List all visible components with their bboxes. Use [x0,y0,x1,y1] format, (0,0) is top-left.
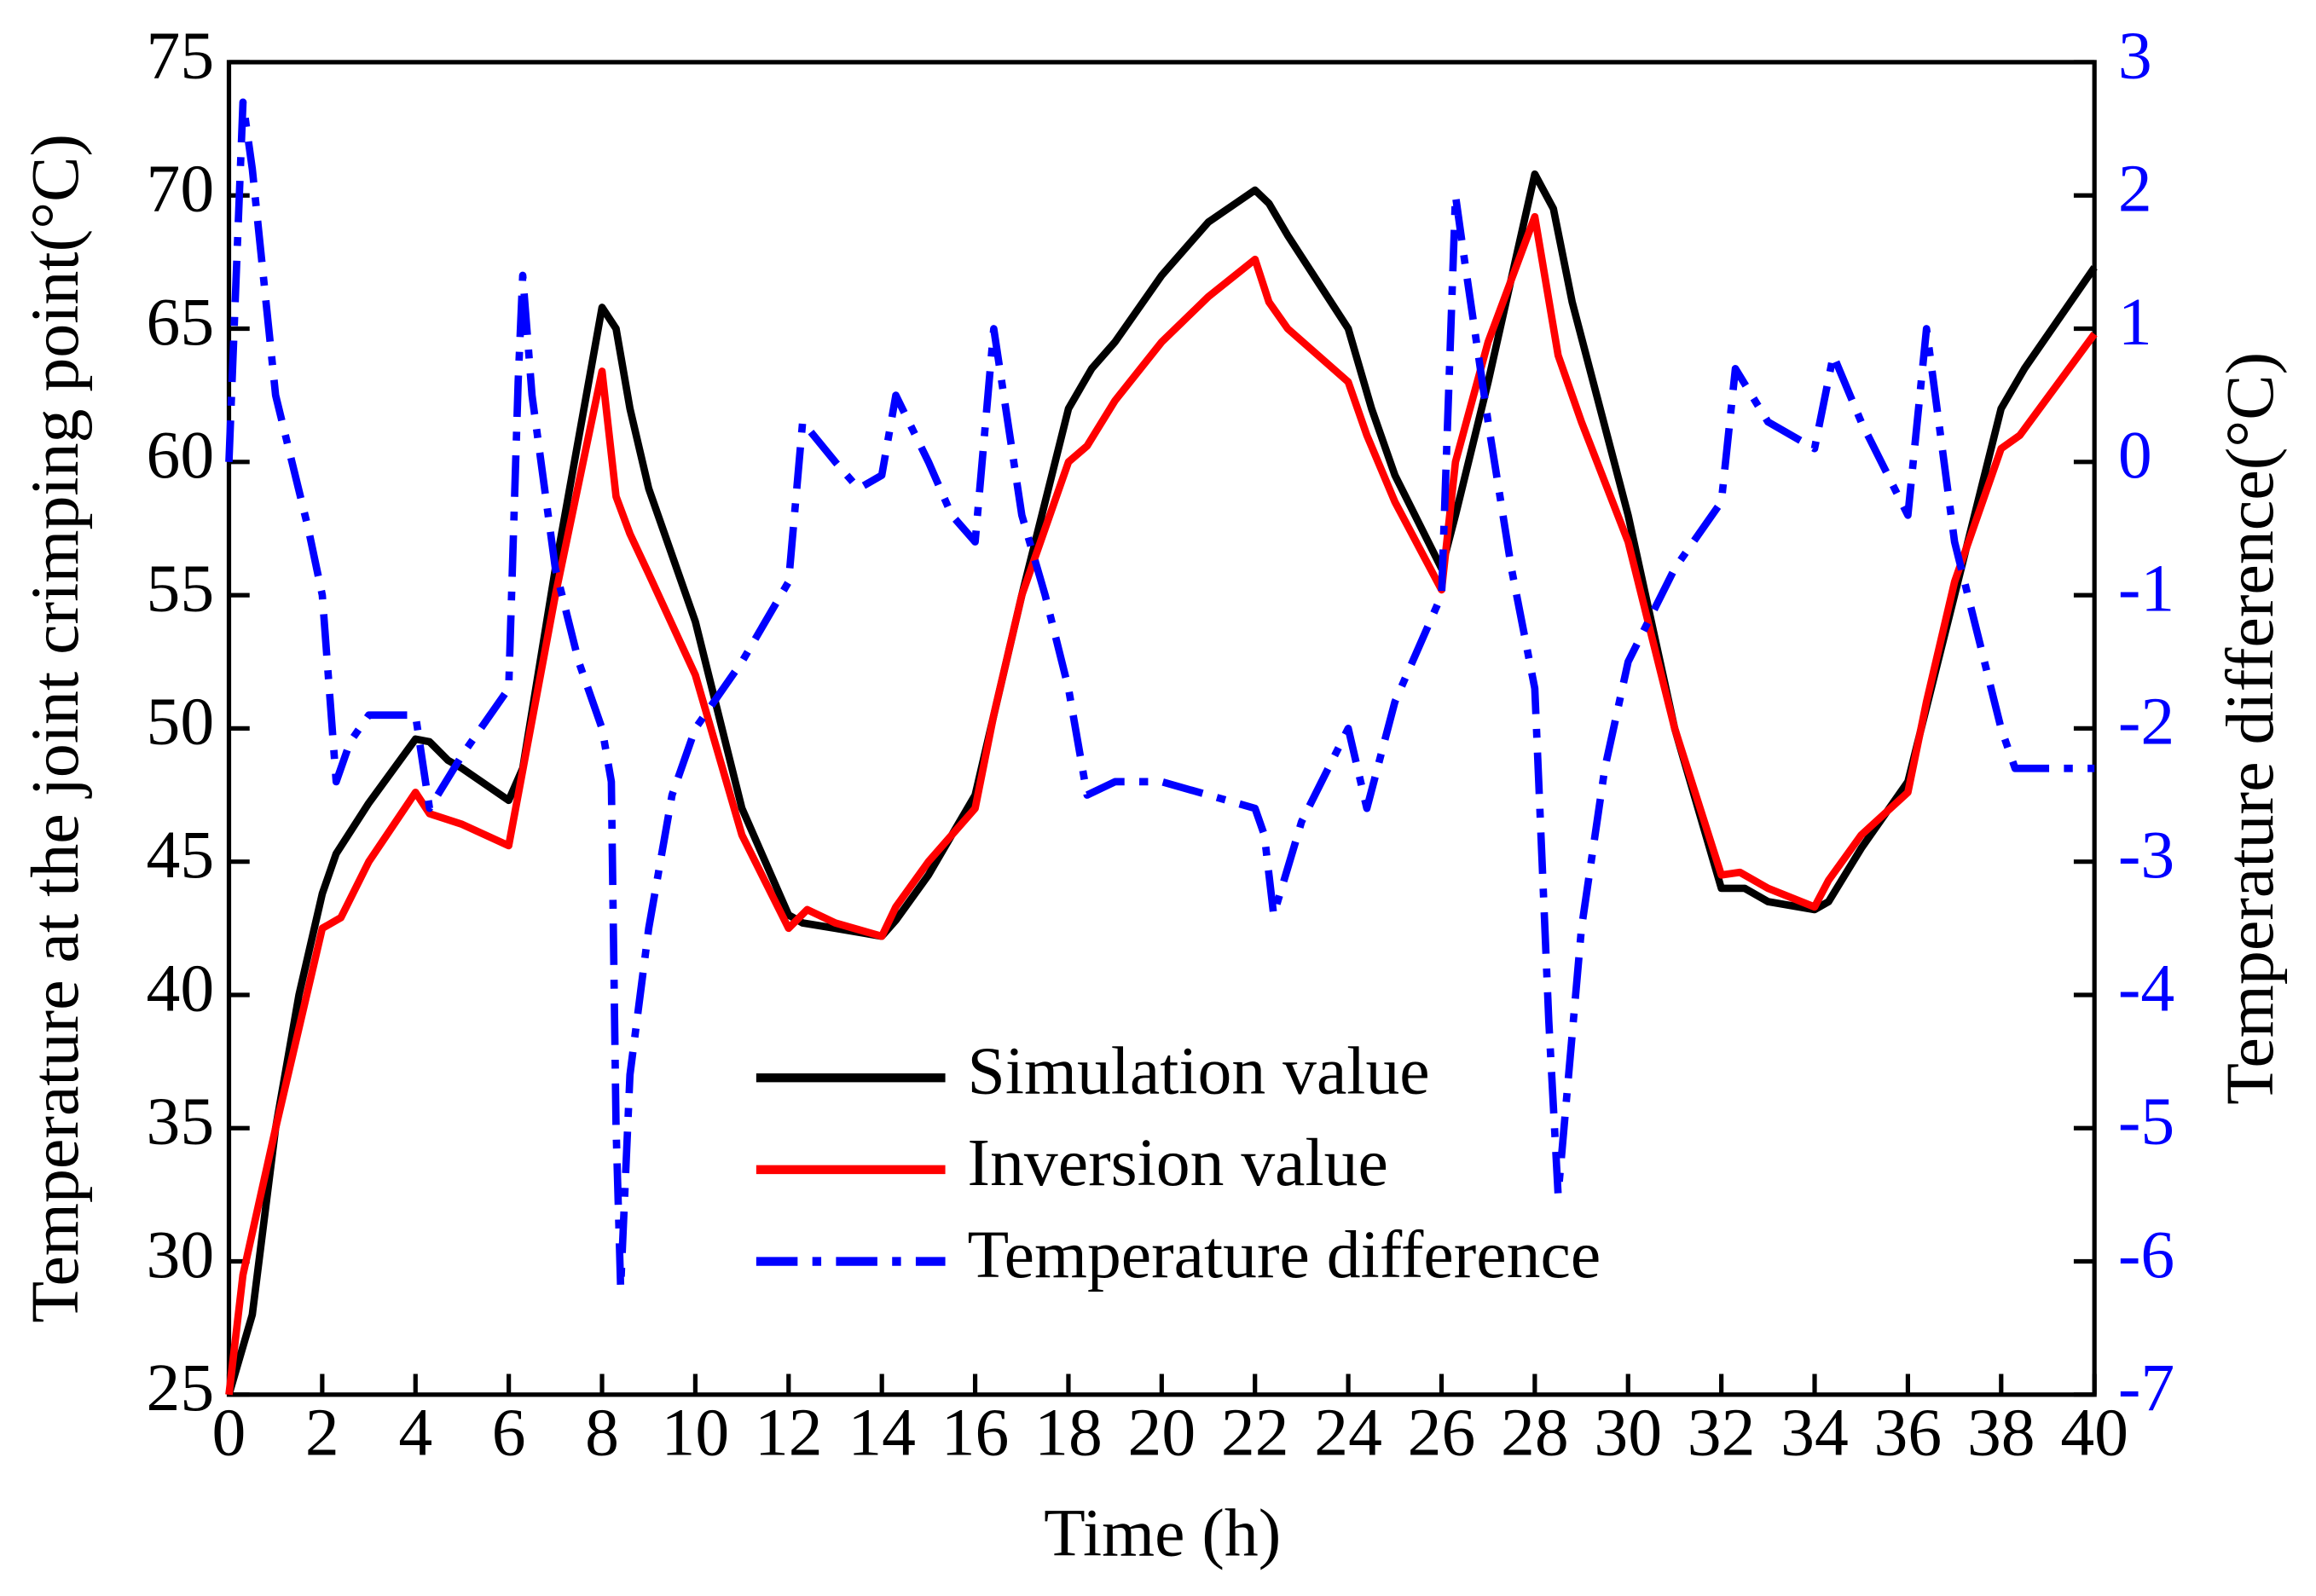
series-line [225,170,2098,1396]
y-axis-label: Temperature at the joint crimping point(… [18,134,93,1323]
y-tick-label: 45 [146,818,214,893]
y2-tick-label: 3 [2118,18,2152,93]
x-axis-label: Time (h) [1044,1495,1281,1570]
x-tick-label: 40 [2060,1395,2128,1470]
y-tick-label: 35 [146,1084,214,1159]
y-tick-label: 55 [146,551,214,626]
series-line [225,98,2095,1292]
y-tick-label: 50 [146,685,214,760]
x-tick-label: 26 [1408,1395,1476,1470]
y-tick-label: 40 [146,951,214,1026]
legend-label: Simulation value [968,1033,1430,1108]
y2-tick-label: -3 [2118,818,2174,893]
x-tick-label: 14 [848,1395,916,1470]
y2-tick-label: -4 [2118,951,2174,1026]
legend-label: Inversion value [968,1125,1388,1200]
y-tick-label: 60 [146,418,214,493]
x-tick-label: 4 [398,1395,432,1470]
y-tick-label: 25 [146,1350,214,1425]
legend-label: Temperature difference [968,1217,1601,1292]
x-tick-label: 20 [1127,1395,1196,1470]
x-tick-label: 30 [1594,1395,1662,1470]
x-tick-label: 12 [755,1395,823,1470]
y-tick-label: 75 [146,18,214,93]
y-tick-label: 70 [146,151,214,226]
x-tick-label: 6 [492,1395,526,1470]
x-tick-label: 10 [662,1395,730,1470]
y2-tick-label: 0 [2118,418,2152,493]
x-tick-label: 18 [1034,1395,1103,1470]
x-tick-label: 38 [1967,1395,2035,1470]
x-tick-label: 36 [1874,1395,1943,1470]
y2-axis-label: Temperature difference(°C) [2213,352,2288,1105]
x-tick-label: 8 [585,1395,619,1470]
x-tick-label: 0 [212,1395,246,1470]
x-tick-label: 22 [1221,1395,1289,1470]
x-tick-label: 34 [1780,1395,1849,1470]
y2-tick-label: 1 [2118,285,2152,360]
x-tick-label: 2 [305,1395,339,1470]
y2-tick-label: -1 [2118,551,2174,626]
x-tick-label: 24 [1314,1395,1382,1470]
x-tick-label: 16 [941,1395,1010,1470]
y2-tick-label: -5 [2118,1084,2174,1159]
x-tick-label: 28 [1501,1395,1569,1470]
y2-tick-label: -7 [2118,1350,2174,1425]
y2-tick-label: -2 [2118,685,2174,760]
series-line [225,212,2098,1396]
y-tick-label: 65 [146,285,214,360]
y-tick-label: 30 [146,1217,214,1292]
y2-tick-label: 2 [2118,151,2152,226]
x-tick-label: 32 [1688,1395,1756,1470]
y2-tick-label: -6 [2118,1217,2174,1292]
